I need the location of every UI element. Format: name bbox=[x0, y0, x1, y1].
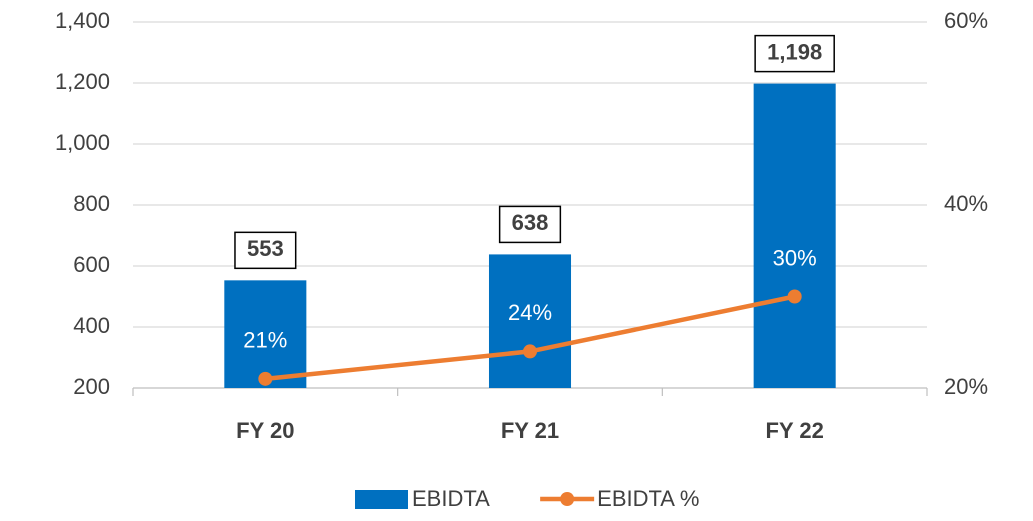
data-label-box bbox=[754, 34, 835, 73]
y-tick-label: 1,000 bbox=[55, 130, 110, 155]
legend-label: EBIDTA % bbox=[597, 486, 699, 511]
bar bbox=[753, 83, 836, 389]
y2-tick-label: 40% bbox=[944, 191, 988, 216]
y-tick-label: 800 bbox=[73, 191, 110, 216]
bar bbox=[224, 280, 307, 388]
data-label: 553 bbox=[247, 236, 284, 261]
data-label-box bbox=[234, 231, 297, 270]
y-tick-label: 400 bbox=[73, 313, 110, 338]
data-label: 21% bbox=[243, 328, 287, 353]
line-marker bbox=[258, 371, 273, 386]
y-tick-label: 1,200 bbox=[55, 69, 110, 94]
data-label: 24% bbox=[508, 300, 552, 325]
legend-swatch bbox=[355, 490, 408, 509]
legend-label: EBIDTA bbox=[412, 486, 490, 511]
x-tick-label: FY 22 bbox=[766, 418, 824, 443]
data-label-box bbox=[498, 205, 562, 244]
y-tick-label: 600 bbox=[73, 252, 110, 277]
y-tick-label: 200 bbox=[73, 374, 110, 399]
line-marker bbox=[787, 289, 802, 304]
y-tick-label: 1,400 bbox=[55, 8, 110, 33]
legend-marker bbox=[560, 492, 575, 506]
data-label: 638 bbox=[512, 210, 549, 235]
data-label: 1,198 bbox=[767, 39, 822, 64]
y2-tick-label: 20% bbox=[944, 374, 988, 399]
y2-tick-label: 60% bbox=[944, 8, 988, 33]
x-tick-label: FY 20 bbox=[236, 418, 294, 443]
x-tick-label: FY 21 bbox=[501, 418, 559, 443]
line-marker bbox=[523, 344, 537, 359]
bar bbox=[488, 254, 572, 388]
data-label: 30% bbox=[773, 245, 817, 270]
